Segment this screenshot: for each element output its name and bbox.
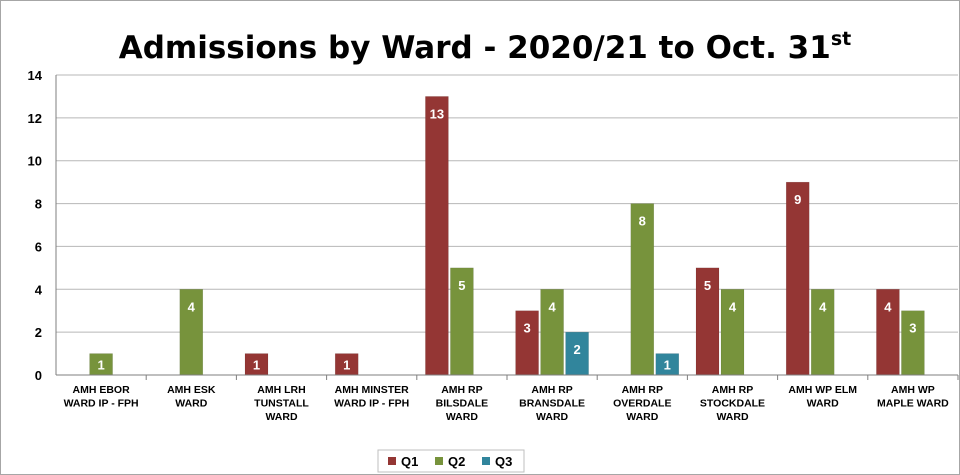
chart-title-superscript: st xyxy=(831,28,851,50)
data-label: 5 xyxy=(458,278,465,293)
x-category-label: AMH WP MAPLE WARD xyxy=(877,384,949,410)
x-category-label-line: WARD xyxy=(446,411,478,423)
x-category-label-line: TUNSTALL xyxy=(254,398,309,410)
data-label: 4 xyxy=(548,299,556,314)
data-label: 8 xyxy=(639,214,646,229)
y-tick-label: 12 xyxy=(28,111,42,126)
x-category-label-line: AMH RP xyxy=(441,384,482,396)
data-label: 1 xyxy=(664,357,671,372)
y-tick-labels: 0 2 4 6 8 10 12 14 xyxy=(28,68,43,383)
x-category-label-line: BILSDALE xyxy=(436,398,489,410)
x-category-label-line: AMH RP xyxy=(531,384,572,396)
x-category-label-line: AMH WP ELM xyxy=(788,384,857,396)
x-category-label-line: WARD xyxy=(807,398,839,410)
legend-swatch-q1 xyxy=(388,457,396,465)
y-tick-label: 6 xyxy=(35,239,42,254)
data-label: 1 xyxy=(97,357,104,372)
data-label: 13 xyxy=(430,106,444,121)
x-category-label-line: AMH WP xyxy=(891,384,935,396)
x-category-label-line: OVERDALE xyxy=(613,398,671,410)
y-tick-label: 2 xyxy=(35,325,42,340)
bar-q1 xyxy=(425,96,449,376)
x-category-label-line: MAPLE WARD xyxy=(877,398,949,410)
x-category-label-line: STOCKDALE xyxy=(700,398,765,410)
x-category-label-line: WARD xyxy=(265,411,297,423)
x-category-label: AMH MINSTER WARD IP - FPH xyxy=(334,384,409,410)
bar-q2 xyxy=(630,203,655,376)
x-category-label: AMH EBOR WARD IP - FPH xyxy=(64,384,139,410)
x-category-label: AMH WP ELM WARD xyxy=(788,384,857,410)
bar-q1 xyxy=(785,181,810,376)
legend-label-q2: Q2 xyxy=(448,454,465,469)
data-label: 4 xyxy=(188,299,196,314)
data-label: 4 xyxy=(884,299,892,314)
x-category-label-line: AMH RP xyxy=(712,384,753,396)
legend: Q1 Q2 Q3 xyxy=(377,449,525,473)
data-labels: 1 4 1 1 13 5 3 4 2 8 1 5 4 9 4 4 3 xyxy=(97,106,916,372)
x-category-label: AMH RP BILSDALE WARD xyxy=(436,384,489,423)
data-label: 4 xyxy=(819,299,827,314)
x-category-label-line: WARD xyxy=(716,411,748,423)
y-tick-label: 10 xyxy=(28,154,42,169)
y-tick-label: 4 xyxy=(35,282,43,297)
data-label: 3 xyxy=(523,321,530,336)
y-tick-label: 14 xyxy=(28,68,43,83)
legend-swatch-q2 xyxy=(435,457,443,465)
x-category-label-line: WARD xyxy=(536,411,568,423)
x-category-label-line: WARD xyxy=(175,398,207,410)
x-category-label-line: WARD IP - FPH xyxy=(64,398,139,410)
data-label: 1 xyxy=(253,357,260,372)
data-label: 4 xyxy=(729,299,737,314)
chart-title: Admissions by Ward - 2020/21 to Oct. 31s… xyxy=(119,28,851,66)
x-category-label-line: AMH RP xyxy=(622,384,663,396)
x-category-label-line: AMH MINSTER xyxy=(335,384,409,396)
x-category-label-line: AMH LRH xyxy=(257,384,305,396)
x-category-labels: AMH EBOR WARD IP - FPH AMH ESK WARD AMH LRH T… xyxy=(64,384,950,423)
x-category-label-line: AMH EBOR xyxy=(73,384,131,396)
x-category-label-line: WARD IP - FPH xyxy=(334,398,409,410)
legend-swatch-q3 xyxy=(482,457,490,465)
legend-label-q3: Q3 xyxy=(495,454,512,469)
y-tick-label: 8 xyxy=(35,197,42,212)
x-category-label: AMH RP STOCKDALE WARD xyxy=(700,384,765,423)
chart-title-main: Admissions by Ward - 2020/21 to Oct. 31 xyxy=(119,30,831,66)
data-label: 9 xyxy=(794,192,801,207)
x-category-label-line: WARD xyxy=(626,411,658,423)
data-label: 2 xyxy=(573,342,580,357)
legend-box xyxy=(377,449,525,473)
data-label: 5 xyxy=(704,278,711,293)
x-category-label-line: AMH ESK xyxy=(167,384,216,396)
x-category-label-line: BRANSDALE xyxy=(519,398,585,410)
data-label: 1 xyxy=(343,357,350,372)
axes xyxy=(55,75,959,380)
x-category-label: AMH LRH TUNSTALL WARD xyxy=(254,384,309,423)
x-category-label: AMH RP BRANSDALE WARD xyxy=(519,384,585,423)
x-category-label: AMH ESK WARD xyxy=(167,384,216,410)
legend-label-q1: Q1 xyxy=(401,454,418,469)
bars xyxy=(89,96,925,376)
data-label: 3 xyxy=(909,321,916,336)
y-tick-label: 0 xyxy=(35,368,42,383)
x-category-label: AMH RP OVERDALE WARD xyxy=(613,384,671,423)
